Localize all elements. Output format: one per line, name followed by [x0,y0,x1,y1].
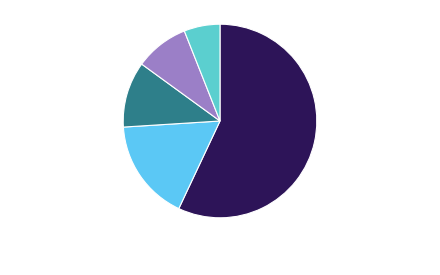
Wedge shape [184,24,220,121]
Wedge shape [123,121,220,208]
Wedge shape [123,64,220,127]
Wedge shape [179,24,317,218]
Legend: IoT, Big Data, Security, Cloud Computing, Content Management: IoT, Big Data, Security, Cloud Computing… [49,274,391,275]
Wedge shape [142,31,220,121]
